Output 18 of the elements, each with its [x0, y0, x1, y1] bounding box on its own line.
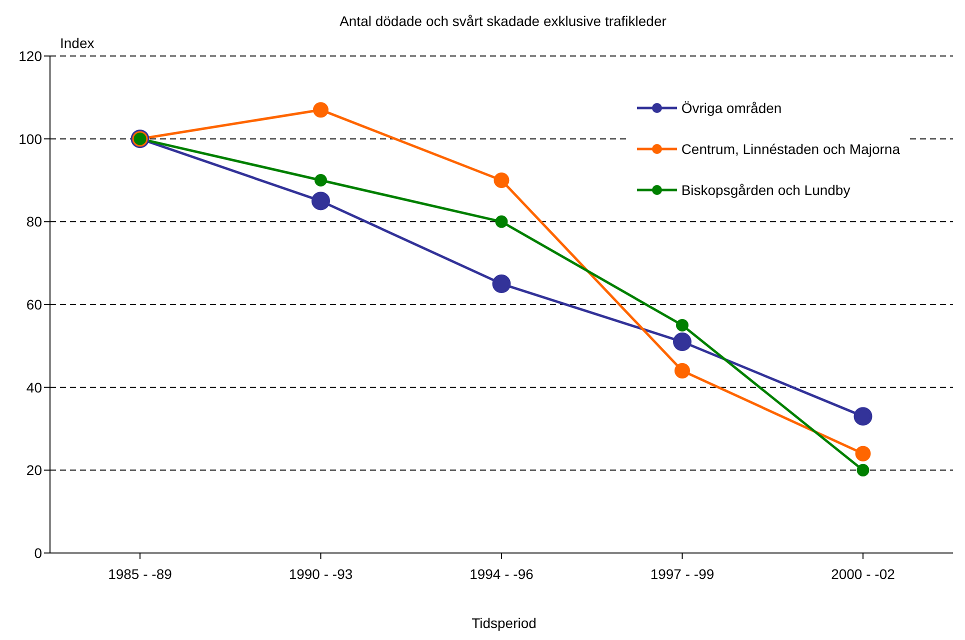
legend-label: Biskopsgården och Lundby — [681, 182, 850, 198]
chart-title: Antal dödade och svårt skadade exklusive trafikleder — [338, 13, 668, 29]
y-tick-label: 0 — [34, 544, 42, 561]
x-axis-title: Tidsperiod — [470, 615, 538, 631]
x-tick-label: 1990 - -93 — [288, 566, 353, 582]
y-tick-label: 80 — [26, 214, 42, 230]
y-tick-label: 120 — [18, 48, 42, 64]
legend-label: Övriga områden — [681, 100, 782, 116]
y-tick-label: 40 — [26, 379, 42, 396]
y-tick-label: 20 — [26, 462, 42, 478]
x-tick-label: 1985 - -89 — [108, 566, 172, 582]
x-tick-label: 2000 - -02 — [831, 566, 896, 582]
legend-label: Centrum, Linnéstaden och Majorna — [681, 140, 900, 156]
x-tick-label: 1997 - -99 — [650, 566, 714, 582]
y-tick-label: 100 — [18, 130, 42, 147]
y-tick-label: 60 — [26, 296, 42, 312]
y-axis-title: Index — [60, 35, 94, 51]
x-tick-label: 1994 - -96 — [470, 566, 534, 582]
